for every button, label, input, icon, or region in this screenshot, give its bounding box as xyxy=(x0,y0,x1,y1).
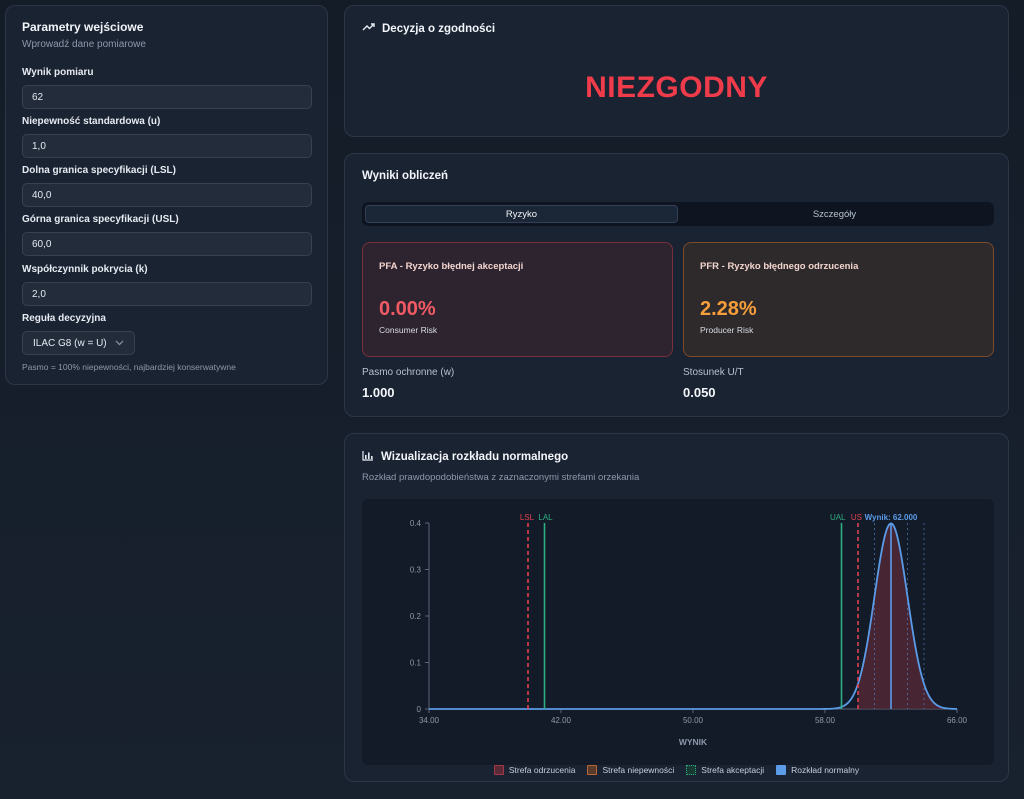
tab-risk[interactable]: Ryzyko xyxy=(365,205,678,223)
legend-label-rejection: Strefa odrzucenia xyxy=(508,765,576,775)
pfa-value: 0.00% xyxy=(379,298,436,320)
results-title: Wyniki obliczeń xyxy=(362,170,449,182)
legend-item-rejection[interactable]: Strefa odrzucenia xyxy=(493,765,576,775)
ratio-stat: Stosunek U/T 0.050 xyxy=(683,367,744,400)
pfr-value: 2.28% xyxy=(700,298,757,320)
lsl-input[interactable] xyxy=(22,183,312,207)
bar-chart-icon xyxy=(362,450,374,464)
reference-label-lsl: LSL xyxy=(520,513,535,522)
guard-band-stat: Pasmo ochronne (w) 1.000 xyxy=(362,367,454,400)
measurement-input[interactable] xyxy=(22,85,312,109)
chart-area: 0 0.1 0.2 0.3 0.4 34.00 42.00 50.00 58.00 66.00 WY… xyxy=(362,499,994,765)
pfa-caption: Consumer Risk xyxy=(379,325,438,335)
legend-swatch-uncertainty xyxy=(587,765,598,775)
lsl-label: Dolna granica specyfikacji (LSL) xyxy=(22,165,176,176)
x-tick-label: 66.00 xyxy=(947,716,968,725)
decision-rule-label: Reguła decyzyjna xyxy=(22,313,106,324)
field-usl: Górna granica specyfikacji (USL) xyxy=(22,214,312,256)
guard-band-value: 1.000 xyxy=(362,385,395,400)
ratio-value: 0.050 xyxy=(683,385,716,400)
distribution-chart: 0 0.1 0.2 0.3 0.4 34.00 42.00 50.00 58.00 66.00 WY… xyxy=(410,513,968,747)
trending-up-icon xyxy=(362,22,375,35)
field-lsl: Dolna granica specyfikacji (LSL) xyxy=(22,165,312,207)
coverage-label: Współczynnik pokrycia (k) xyxy=(22,264,148,275)
y-tick-label: 0.3 xyxy=(410,566,422,575)
rejection-zone-area xyxy=(858,523,957,709)
pfr-title: PFR - Ryzyko błędnego odrzucenia xyxy=(700,261,859,272)
field-coverage: Współczynnik pokrycia (k) xyxy=(22,264,312,306)
legend-label-uncertainty: Strefa niepewności xyxy=(602,765,675,775)
pfr-caption: Producer Risk xyxy=(700,325,754,335)
visualization-card: Wizualizacja rozkładu normalnego Rozkład… xyxy=(344,433,1009,782)
usl-input[interactable] xyxy=(22,232,312,256)
decision-rule-hint: Pasmo = 100% niepewności, najbardziej ko… xyxy=(22,362,236,372)
ratio-label: Stosunek U/T xyxy=(683,367,744,378)
legend-swatch-rejection xyxy=(493,765,504,775)
visualization-title: Wizualizacja rozkładu normalnego xyxy=(381,451,569,463)
legend-swatch-normal xyxy=(776,765,787,775)
legend-label-acceptance: Strefa akceptacji xyxy=(701,765,765,775)
reference-label-wynik: Wynik: 62.000 xyxy=(865,513,918,522)
x-tick-label: 42.00 xyxy=(551,716,572,725)
x-tick-label: 50.00 xyxy=(683,716,704,725)
input-panel-title: Parametry wejściowe xyxy=(22,20,144,34)
chart-legend: Strefa odrzucenia Strefa niepewności Str… xyxy=(345,765,1008,775)
reference-label-lal: LAL xyxy=(538,513,553,522)
tab-details[interactable]: Szczegóły xyxy=(812,208,857,220)
input-panel: Parametry wejściowe Wprowadź dane pomiar… xyxy=(5,5,328,385)
guard-band-label: Pasmo ochronne (w) xyxy=(362,367,455,378)
measurement-label: Wynik pomiaru xyxy=(22,67,94,78)
decision-card: Decyzja o zgodności NIEZGODNY xyxy=(344,5,1009,137)
legend-item-acceptance[interactable]: Strefa akceptacji xyxy=(686,765,764,775)
legend-label-normal: Rozkład normalny xyxy=(791,765,860,775)
legend-swatch-acceptance xyxy=(686,765,697,775)
decision-rule-value: ILAC G8 (w = U) xyxy=(33,337,107,349)
field-uncertainty: Niepewność standardowa (u) xyxy=(22,116,312,158)
x-axis-label: WYNIK xyxy=(679,737,708,747)
input-panel-subtitle: Wprowadź dane pomiarowe xyxy=(22,39,146,50)
reference-label-ual: UAL xyxy=(830,513,846,522)
y-tick-label: 0.4 xyxy=(410,519,422,528)
visualization-subtitle: Rozkład prawdopodobieństwa z zaznaczonym… xyxy=(362,472,640,483)
legend-item-uncertainty[interactable]: Strefa niepewności xyxy=(587,765,674,775)
normal-distribution-curve xyxy=(429,522,958,710)
results-card: Wyniki obliczeń Ryzyko Szczegóły PFA - R… xyxy=(344,153,1009,417)
usl-label: Górna granica specyfikacji (USL) xyxy=(22,214,179,225)
decision-title: Decyzja o zgodności xyxy=(382,22,496,35)
x-tick-label: 34.00 xyxy=(419,716,440,725)
results-header: Wyniki obliczeń xyxy=(362,170,448,182)
reference-label-us: US xyxy=(851,513,862,522)
field-decision-rule: Reguła decyzyjna ILAC G8 (w = U) Pasmo =… xyxy=(22,313,236,372)
uncertainty-input[interactable] xyxy=(22,134,312,158)
x-tick-label: 58.00 xyxy=(815,716,836,725)
y-tick-label: 0.1 xyxy=(410,659,422,668)
decision-header: Decyzja o zgodności xyxy=(362,22,495,35)
verdict-text: NIEZGODNY xyxy=(585,71,768,104)
coverage-input[interactable] xyxy=(22,282,312,306)
y-tick-label: 0 xyxy=(417,705,422,714)
pfa-title: PFA - Ryzyko błędnej akceptacji xyxy=(379,261,524,272)
field-measurement: Wynik pomiaru xyxy=(22,67,312,109)
uncertainty-label: Niepewność standardowa (u) xyxy=(22,116,161,127)
results-tabs: Ryzyko Szczegóły xyxy=(362,202,994,226)
pfa-box: PFA - Ryzyko błędnej akceptacji 0.00% Co… xyxy=(362,242,673,357)
decision-rule-select[interactable]: ILAC G8 (w = U) xyxy=(22,331,135,355)
pfr-box: PFR - Ryzyko błędnego odrzucenia 2.28% P… xyxy=(683,242,994,357)
y-tick-label: 0.2 xyxy=(410,612,422,621)
legend-item-normal[interactable]: Rozkład normalny xyxy=(776,765,859,775)
visualization-header: Wizualizacja rozkładu normalnego xyxy=(362,450,568,464)
chevron-down-icon xyxy=(115,338,124,348)
